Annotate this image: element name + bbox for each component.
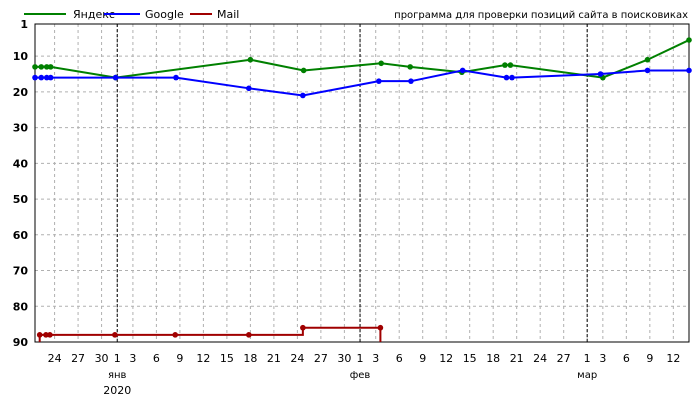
- point-google: [300, 92, 306, 99]
- point-mail: [172, 332, 178, 338]
- point-mail: [377, 324, 384, 331]
- point-mail: [47, 332, 53, 338]
- y-tick-label: 40: [13, 157, 29, 170]
- chart-subtitle: программа для проверки позиций сайта в п…: [394, 10, 688, 21]
- year-label: 2020: [103, 384, 131, 397]
- plot-frame: [34, 23, 690, 343]
- point-yandex: [43, 64, 50, 70]
- x-axis-labels: 24 27 30 1 3 6 9 12 15 18 21 24 27 30 1 3 6 9 12 15 18 21 24 27…: [48, 352, 681, 365]
- point-google: [32, 74, 38, 81]
- x-tick-label: 24: [533, 352, 547, 365]
- legend: Яндекс Google Mail: [24, 8, 239, 21]
- y-tick-label: 50: [13, 193, 29, 206]
- x-tick-label: 27: [71, 352, 85, 365]
- point-yandex: [47, 64, 54, 70]
- series-line-yandex: [35, 39, 690, 79]
- point-mail: [300, 324, 306, 331]
- y-tick-label: 30: [13, 122, 29, 135]
- x-tick-label: 15: [463, 352, 477, 365]
- point-yandex: [300, 67, 307, 74]
- y-tick-label: 80: [13, 300, 29, 313]
- x-tick-label: 3: [372, 352, 379, 365]
- month-label: янв: [108, 370, 127, 381]
- y-tick-label: 60: [13, 229, 29, 242]
- x-tick-label: 6: [153, 352, 160, 365]
- month-label: мар: [577, 370, 597, 381]
- x-tick-label: 1: [584, 352, 591, 365]
- month-labels: янв 2020 фев мар: [103, 370, 597, 397]
- x-tick-label: 18: [486, 352, 500, 365]
- legend-label-mail: Mail: [217, 8, 239, 21]
- point-google: [597, 71, 604, 77]
- y-tick-label: 10: [13, 50, 29, 63]
- x-tick-label: 3: [129, 352, 136, 365]
- point-yandex: [407, 64, 413, 70]
- y-axis-labels: 1 10 20 30 40 50 60 70 80 90: [13, 18, 29, 349]
- x-tick-label: 21: [267, 352, 281, 365]
- x-tick-label: 9: [646, 352, 653, 365]
- point-mail: [246, 332, 252, 338]
- point-google: [509, 74, 515, 81]
- point-yandex: [32, 64, 38, 70]
- point-google: [112, 74, 119, 81]
- point-google: [43, 74, 50, 81]
- point-google: [47, 74, 54, 81]
- point-google: [173, 74, 179, 81]
- point-google: [459, 67, 466, 74]
- x-tick-label: 1: [357, 352, 364, 365]
- x-tick-label: 24: [290, 352, 304, 365]
- x-tick-label: 6: [396, 352, 403, 365]
- y-tick-label: 90: [13, 336, 29, 349]
- point-google: [38, 74, 45, 81]
- point-google: [686, 67, 692, 74]
- y-tick-label: 70: [13, 265, 29, 278]
- point-yandex: [378, 60, 384, 67]
- x-tick-label: 15: [220, 352, 234, 365]
- point-mail: [43, 332, 49, 338]
- x-tick-label: 30: [95, 352, 109, 365]
- point-google: [246, 85, 252, 92]
- x-tick-label: 12: [439, 352, 453, 365]
- x-tick-label: 6: [623, 352, 630, 365]
- month-label: фев: [350, 370, 371, 381]
- x-tick-label: 1: [114, 352, 121, 365]
- x-tick-label: 27: [557, 352, 571, 365]
- x-tick-label: 18: [243, 352, 257, 365]
- y-tick-label: 1: [20, 18, 28, 31]
- x-tick-label: 12: [196, 352, 210, 365]
- y-tick-label: 20: [13, 86, 29, 99]
- legend-label-yandex: Яндекс: [73, 8, 115, 21]
- point-google: [376, 78, 382, 84]
- point-mail: [112, 332, 118, 338]
- point-yandex: [686, 37, 692, 43]
- x-tick-label: 9: [419, 352, 426, 365]
- series-layer: [32, 37, 692, 342]
- x-tick-label: 3: [599, 352, 606, 365]
- point-google: [408, 78, 414, 84]
- point-yandex: [507, 62, 514, 68]
- legend-label-google: Google: [145, 8, 184, 21]
- x-tick-label: 21: [510, 352, 524, 365]
- x-tick-label: 30: [337, 352, 351, 365]
- point-google: [644, 67, 651, 74]
- point-yandex: [247, 56, 254, 63]
- point-mail: [36, 332, 43, 338]
- series-line-mail: [38, 326, 382, 342]
- x-tick-label: 12: [666, 352, 680, 365]
- point-yandex: [644, 56, 651, 63]
- point-yandex: [502, 62, 508, 68]
- point-yandex: [38, 64, 45, 70]
- grid: [35, 24, 689, 342]
- x-tick-label: 24: [48, 352, 62, 365]
- point-google: [503, 74, 510, 81]
- x-tick-label: 9: [176, 352, 183, 365]
- x-tick-label: 27: [314, 352, 328, 365]
